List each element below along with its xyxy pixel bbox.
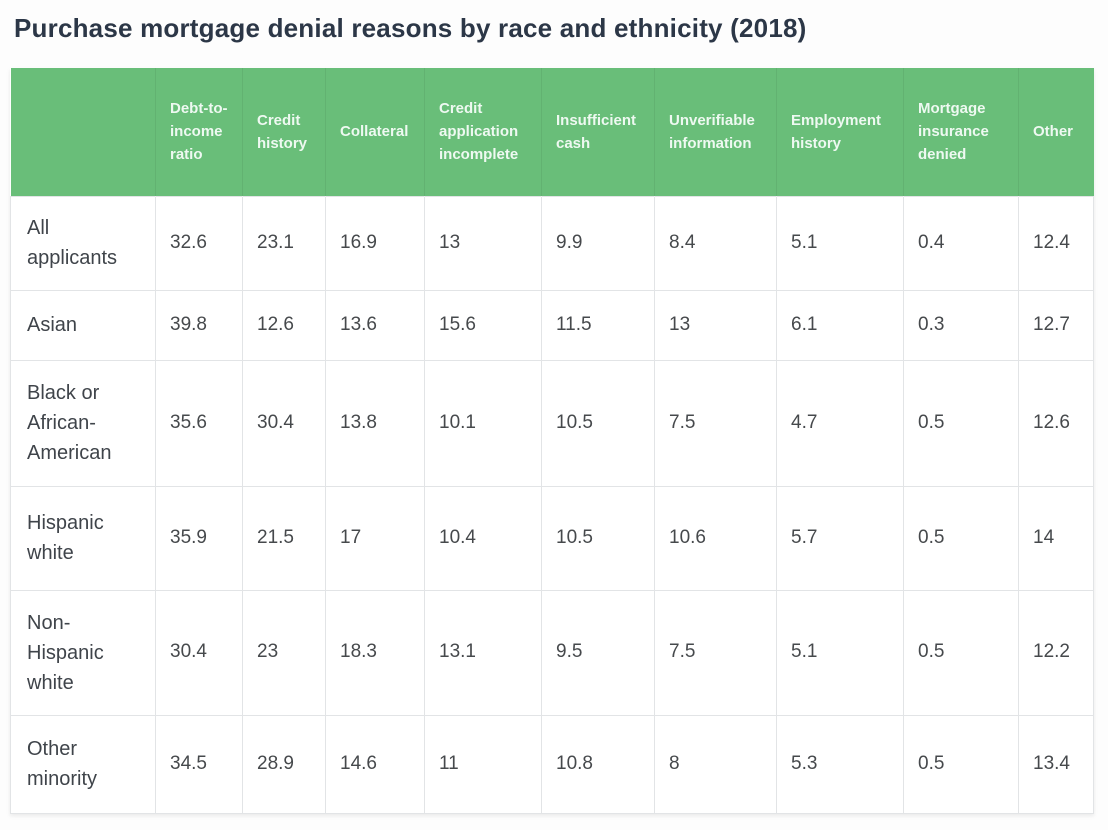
table-row-black-or-african-american: Black or African-American 35.6 30.4 13.8… (10, 359, 1094, 487)
column-header-collateral: Collateral (325, 68, 425, 196)
table-cell: 30.4 (242, 359, 326, 487)
table-cell: 13.6 (325, 289, 425, 361)
row-label: Black or African-American (10, 359, 156, 487)
table-cell: 9.5 (541, 589, 655, 716)
table-cell: 13 (424, 195, 542, 291)
row-label: Asian (10, 289, 156, 361)
row-label: Hispanic white (10, 485, 156, 591)
table-cell: 10.5 (541, 359, 655, 487)
table-cell: 10.5 (541, 485, 655, 591)
column-header-employment-history: Employment history (776, 68, 904, 196)
table-cell: 5.7 (776, 485, 904, 591)
table-cell: 12.6 (242, 289, 326, 361)
table-cell: 5.1 (776, 589, 904, 716)
table-cell: 7.5 (654, 359, 777, 487)
table-cell: 0.4 (903, 195, 1019, 291)
column-header-credit-history: Credit history (242, 68, 326, 196)
table-cell: 12.7 (1018, 289, 1094, 361)
table-cell: 23 (242, 589, 326, 716)
table-cell: 7.5 (654, 589, 777, 716)
table-header-row: Debt-to-income ratio Credit history Coll… (10, 68, 1094, 196)
column-header-credit-application-incomplete: Credit application incomplete (424, 68, 542, 196)
table-cell: 11 (424, 714, 542, 814)
table-cell: 23.1 (242, 195, 326, 291)
table-cell: 10.6 (654, 485, 777, 591)
denial-reasons-table: Debt-to-income ratio Credit history Coll… (10, 68, 1094, 814)
table-row-other-minority: Other minority 34.5 28.9 14.6 11 10.8 8 … (10, 714, 1094, 814)
table-cell: 0.5 (903, 359, 1019, 487)
table-cell: 11.5 (541, 289, 655, 361)
table-cell: 28.9 (242, 714, 326, 814)
table-cell: 9.9 (541, 195, 655, 291)
table-cell: 0.3 (903, 289, 1019, 361)
table-row-hispanic-white: Hispanic white 35.9 21.5 17 10.4 10.5 10… (10, 485, 1094, 591)
table-cell: 18.3 (325, 589, 425, 716)
row-label: Other minority (10, 714, 156, 814)
row-label: All applicants (10, 195, 156, 291)
table-cell: 14 (1018, 485, 1094, 591)
table-cell: 8.4 (654, 195, 777, 291)
table-cell: 5.3 (776, 714, 904, 814)
column-header-mortgage-insurance-denied: Mortgage insurance denied (903, 68, 1019, 196)
corner-cell (10, 68, 156, 196)
table-cell: 16.9 (325, 195, 425, 291)
table-row-all-applicants: All applicants 32.6 23.1 16.9 13 9.9 8.4… (10, 195, 1094, 291)
table-cell: 10.8 (541, 714, 655, 814)
table-cell: 0.5 (903, 589, 1019, 716)
table-cell: 30.4 (155, 589, 243, 716)
table-cell: 35.9 (155, 485, 243, 591)
column-header-other: Other (1018, 68, 1094, 196)
table-cell: 12.2 (1018, 589, 1094, 716)
column-header-insufficient-cash: Insufficient cash (541, 68, 655, 196)
table-cell: 34.5 (155, 714, 243, 814)
column-header-unverifiable-information: Unverifiable information (654, 68, 777, 196)
table-row-non-hispanic-white: Non-Hispanic white 30.4 23 18.3 13.1 9.5… (10, 589, 1094, 716)
table-cell: 14.6 (325, 714, 425, 814)
row-label: Non-Hispanic white (10, 589, 156, 716)
table-cell: 12.6 (1018, 359, 1094, 487)
table-cell: 12.4 (1018, 195, 1094, 291)
table-cell: 21.5 (242, 485, 326, 591)
column-header-debt-to-income: Debt-to-income ratio (155, 68, 243, 196)
page-title: Purchase mortgage denial reasons by race… (14, 13, 807, 43)
table-cell: 35.6 (155, 359, 243, 487)
table-cell: 13.1 (424, 589, 542, 716)
table-row-asian: Asian 39.8 12.6 13.6 15.6 11.5 13 6.1 0.… (10, 289, 1094, 361)
table-cell: 39.8 (155, 289, 243, 361)
table-cell: 32.6 (155, 195, 243, 291)
table-cell: 15.6 (424, 289, 542, 361)
table-cell: 13.8 (325, 359, 425, 487)
table-cell: 13 (654, 289, 777, 361)
table-cell: 5.1 (776, 195, 904, 291)
table-cell: 17 (325, 485, 425, 591)
table-cell: 13.4 (1018, 714, 1094, 814)
table-cell: 4.7 (776, 359, 904, 487)
table-cell: 10.4 (424, 485, 542, 591)
table-cell: 0.5 (903, 485, 1019, 591)
table-cell: 6.1 (776, 289, 904, 361)
table-cell: 0.5 (903, 714, 1019, 814)
table-cell: 8 (654, 714, 777, 814)
table-cell: 10.1 (424, 359, 542, 487)
